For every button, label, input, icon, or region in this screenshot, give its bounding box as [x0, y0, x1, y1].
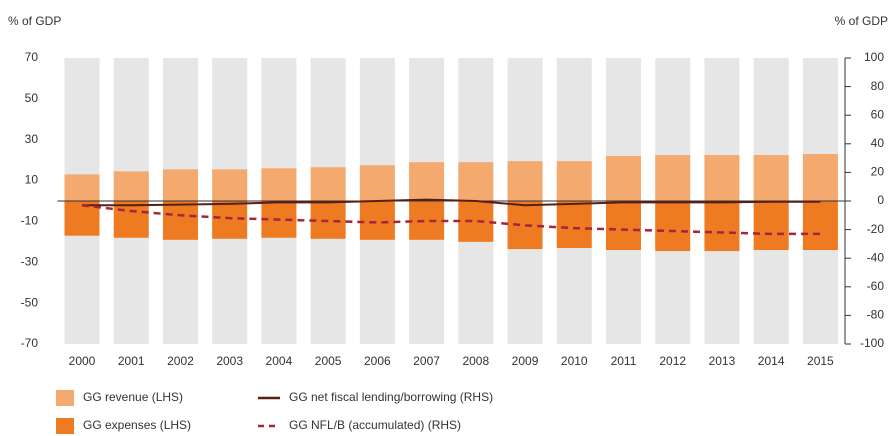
- legend-label: GG expenses (LHS): [83, 418, 191, 432]
- x-tick-label: 2015: [807, 354, 834, 368]
- y-tick-label: -70: [21, 336, 39, 350]
- bar: [409, 162, 445, 201]
- bar: [458, 162, 494, 201]
- y2-tick-label: -20: [867, 222, 885, 236]
- bar: [605, 201, 641, 251]
- y-tick-label: 70: [25, 50, 39, 64]
- y2-tick-label: 60: [871, 107, 885, 121]
- bar: [655, 155, 691, 201]
- y-tick-label: 30: [25, 132, 39, 146]
- legend-swatch: [56, 418, 74, 434]
- legend-label: GG net fiscal lending/borrowing (RHS): [289, 390, 493, 404]
- bar: [359, 165, 395, 201]
- bar: [310, 167, 346, 201]
- y-tick-label: -10: [21, 214, 39, 228]
- x-tick-label: 2004: [266, 354, 293, 368]
- x-tick-label: 2001: [118, 354, 145, 368]
- bar: [409, 201, 445, 240]
- y2-tick-label: -40: [867, 250, 885, 264]
- x-tick-label: 2014: [758, 354, 785, 368]
- legend-label: GG NFL/B (accumulated) (RHS): [289, 418, 461, 432]
- x-tick-label: 2005: [315, 354, 342, 368]
- bar: [162, 169, 198, 201]
- x-tick-label: 2000: [69, 354, 96, 368]
- y2-tick-label: 80: [871, 79, 885, 93]
- bar: [458, 201, 494, 242]
- bar: [655, 201, 691, 252]
- legend-swatch: [56, 390, 74, 406]
- line: [81, 204, 821, 236]
- bar: [64, 174, 100, 201]
- bar: [212, 201, 248, 239]
- bar: [162, 201, 198, 240]
- bar: [802, 201, 838, 251]
- y2-axis-label: % of GDP: [835, 14, 888, 28]
- x-tick-label: 2010: [561, 354, 588, 368]
- x-tick-label: 2008: [462, 354, 489, 368]
- x-tick-label: 2006: [364, 354, 391, 368]
- y-tick-label: 50: [25, 91, 39, 105]
- bar: [753, 201, 789, 251]
- bar: [556, 201, 592, 248]
- x-tick-label: 2007: [413, 354, 440, 368]
- bar: [113, 171, 149, 201]
- y2-tick-label: -100: [860, 336, 884, 350]
- x-tick-label: 2011: [611, 354, 637, 368]
- y2-tick-label: -80: [867, 308, 885, 322]
- bar: [753, 155, 789, 201]
- y2-tick-label: 20: [871, 165, 885, 179]
- y2-tick-label: 40: [871, 136, 885, 150]
- x-tick-label: 2012: [659, 354, 686, 368]
- line: [82, 198, 821, 207]
- y2-tick-label: -60: [867, 279, 885, 293]
- bar: [212, 169, 248, 201]
- x-tick-label: 2013: [709, 354, 736, 368]
- legend-label: GG revenue (LHS): [83, 390, 183, 404]
- bar: [64, 201, 100, 236]
- y-axis-label: % of GDP: [8, 14, 61, 28]
- bar: [261, 168, 297, 201]
- y2-tick-label: 0: [877, 193, 884, 207]
- bar: [704, 155, 740, 201]
- y-tick-label: -50: [21, 295, 39, 309]
- bar: [605, 156, 641, 201]
- y2-tick-label: 100: [864, 50, 884, 64]
- bar: [113, 201, 149, 238]
- y-tick-label: 10: [25, 173, 39, 187]
- bar: [802, 154, 838, 201]
- x-tick-label: 2002: [167, 354, 194, 368]
- x-tick-label: 2003: [216, 354, 243, 368]
- bar: [507, 161, 543, 201]
- x-tick-label: 2009: [512, 354, 539, 368]
- bar: [556, 161, 592, 201]
- bar: [704, 201, 740, 252]
- y-tick-label: -30: [21, 254, 39, 268]
- bar: [359, 201, 395, 240]
